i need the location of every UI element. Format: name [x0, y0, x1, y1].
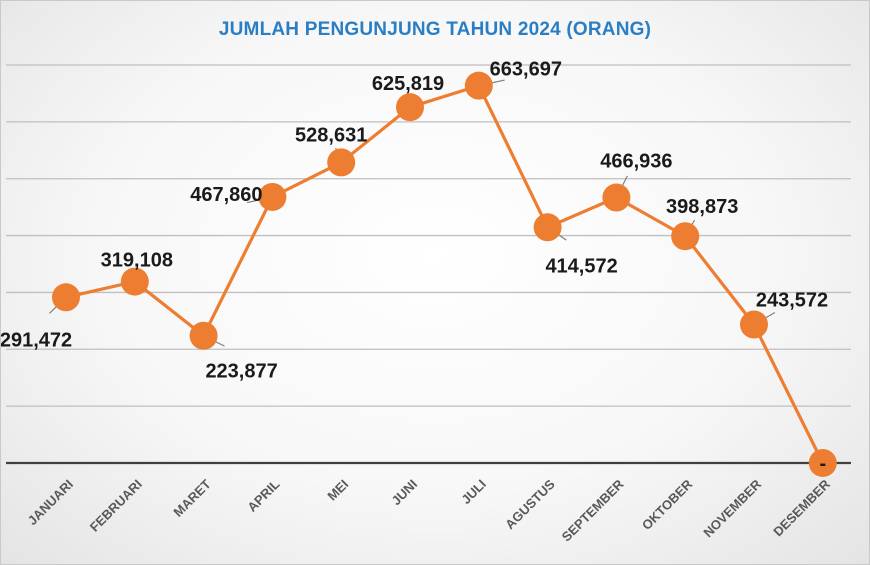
- x-tick-label: JANUARI: [25, 477, 76, 528]
- x-tick-label: MARET: [170, 476, 213, 519]
- data-point-februari: [120, 267, 149, 296]
- x-tick-label: FEBRUARI: [87, 477, 145, 535]
- data-label: 398,873: [666, 196, 738, 218]
- data-point-september: [602, 183, 631, 212]
- x-tick-label: MEI: [324, 477, 351, 504]
- data-point-maret: [189, 321, 218, 350]
- data-label: 466,936: [600, 151, 672, 173]
- x-tick-label: JULI: [458, 477, 489, 508]
- data-label: 625,819: [372, 73, 444, 95]
- data-point-april: [258, 182, 287, 211]
- data-label: 467,860: [190, 184, 262, 206]
- x-tick-label: DESEMBER: [770, 476, 833, 539]
- data-point-juni: [396, 93, 424, 122]
- series-line: [65, 84, 825, 464]
- data-label: 223,877: [205, 361, 277, 383]
- data-label: 414,572: [545, 255, 617, 277]
- data-point-juli: [464, 71, 493, 100]
- x-tick-label: AGUSTUS: [502, 476, 558, 532]
- data-point-agustus: [533, 213, 562, 242]
- x-tick-label: SEPTEMBER: [559, 476, 627, 544]
- data-label: 243,572: [756, 290, 828, 312]
- data-label: -: [819, 453, 826, 475]
- data-point-mei: [327, 148, 356, 177]
- data-label: 319,108: [101, 250, 173, 272]
- data-point-november: [740, 310, 768, 339]
- chart-title: JUMLAH PENGUNJUNG TAHUN 2024 (ORANG): [218, 19, 652, 40]
- data-point-desember: [808, 449, 837, 477]
- data-point-januari: [52, 283, 80, 312]
- data-point-oktober: [671, 222, 700, 251]
- data-label: 291,472: [1, 329, 72, 351]
- x-tick-label: NOVEMBER: [700, 476, 764, 540]
- x-tick-label: OKTOBER: [639, 476, 696, 533]
- x-tick-label: APRIL: [244, 476, 282, 514]
- data-label: 528,631: [295, 124, 367, 146]
- x-tick-label: JUNI: [389, 477, 421, 509]
- data-label: 663,697: [490, 59, 562, 81]
